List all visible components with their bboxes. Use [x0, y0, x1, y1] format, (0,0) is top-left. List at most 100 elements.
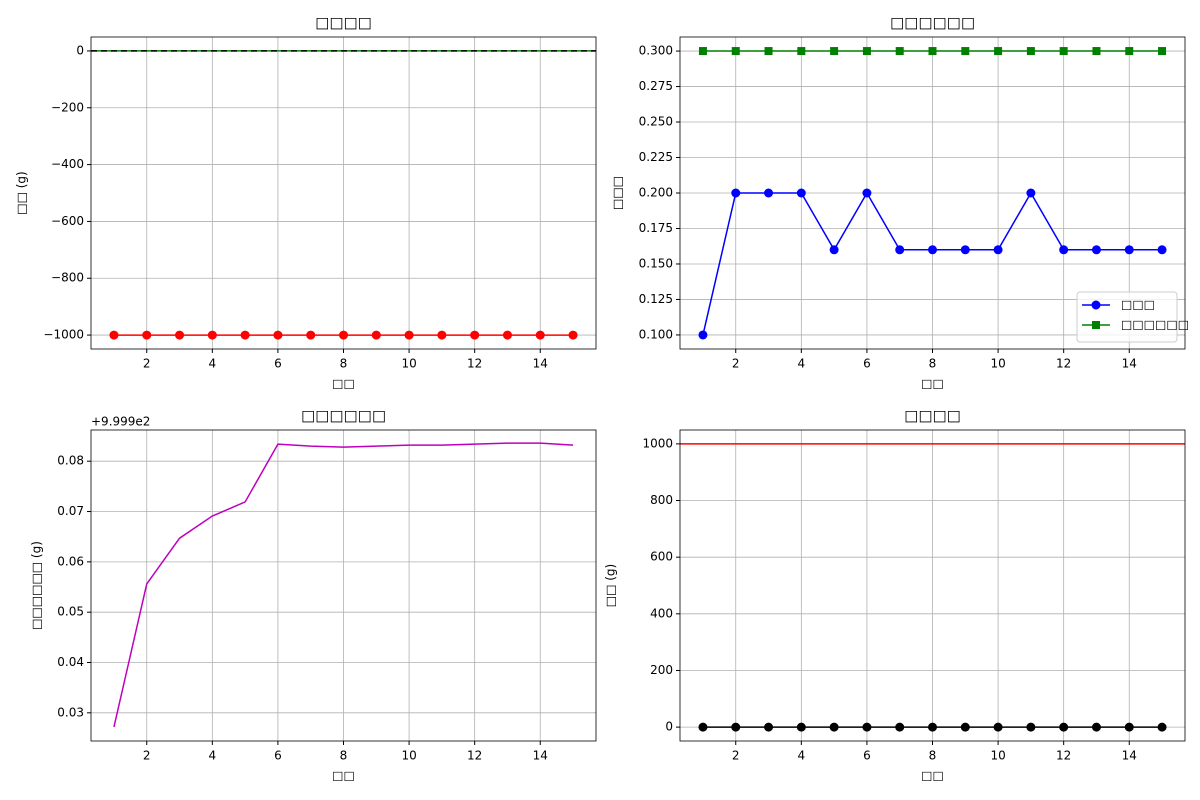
- marker: [829, 722, 839, 732]
- y-tick-label: 0.175: [639, 221, 673, 235]
- y-tick-label: 200: [650, 663, 673, 677]
- marker: [1059, 245, 1069, 255]
- x-axis-label: □□: [332, 769, 355, 783]
- x-tick-label: 2: [143, 357, 151, 371]
- x-tick-label: 8: [929, 357, 937, 371]
- marker: [1158, 47, 1167, 56]
- x-axis-label: □□: [921, 377, 944, 391]
- x-tick-label: 14: [1122, 357, 1137, 371]
- marker: [207, 330, 217, 340]
- x-tick-label: 10: [401, 357, 416, 371]
- marker: [1124, 245, 1134, 255]
- marker: [830, 47, 839, 56]
- y-tick-label: 0.275: [639, 79, 673, 93]
- offset-text: +9.999e2: [91, 415, 150, 429]
- marker: [928, 47, 937, 56]
- x-axis-label: □□: [921, 769, 944, 783]
- marker: [764, 722, 774, 732]
- x-tick-label: 4: [798, 749, 806, 763]
- marker: [1026, 722, 1036, 732]
- marker: [470, 330, 480, 340]
- chart-title: □□□□□□: [890, 14, 975, 32]
- chart-title: □□□□: [315, 14, 372, 32]
- x-tick-label: 10: [990, 357, 1005, 371]
- marker: [698, 330, 708, 340]
- y-tick-label: 0: [76, 43, 84, 57]
- marker: [797, 47, 806, 56]
- x-tick-label: 8: [340, 357, 348, 371]
- marker: [502, 330, 512, 340]
- y-tick-label: −800: [51, 271, 84, 285]
- x-tick-label: 12: [467, 357, 482, 371]
- y-tick-label: 0.06: [57, 554, 84, 568]
- marker: [895, 47, 904, 56]
- marker: [731, 722, 741, 732]
- x-tick-label: 6: [274, 357, 282, 371]
- marker: [862, 188, 872, 198]
- marker: [994, 47, 1003, 56]
- marker: [698, 722, 708, 732]
- marker: [568, 330, 578, 340]
- marker: [829, 245, 839, 255]
- marker: [731, 47, 740, 56]
- y-tick-label: 0.225: [639, 150, 673, 164]
- marker: [895, 245, 905, 255]
- marker: [993, 245, 1003, 255]
- marker: [240, 330, 250, 340]
- y-tick-label: −600: [51, 214, 84, 228]
- x-tick-label: 6: [274, 749, 282, 763]
- marker: [928, 722, 937, 732]
- y-tick-label: −1000: [43, 328, 84, 342]
- marker: [1092, 47, 1101, 56]
- x-tick-label: 4: [209, 357, 217, 371]
- marker: [273, 330, 283, 340]
- marker: [1026, 47, 1035, 56]
- x-tick-label: 8: [929, 749, 937, 763]
- y-tick-label: 0.125: [639, 292, 673, 306]
- chart-title: □□□□: [904, 407, 961, 425]
- marker: [1026, 188, 1036, 198]
- x-tick-label: 2: [732, 357, 740, 371]
- x-tick-label: 10: [401, 749, 416, 763]
- marker: [437, 330, 447, 340]
- y-tick-label: 0.300: [639, 44, 673, 58]
- x-tick-label: 6: [863, 749, 871, 763]
- y-axis-label: □□□□□□ (g): [30, 541, 44, 630]
- x-tick-label: 4: [798, 357, 806, 371]
- y-tick-label: 0.200: [639, 186, 673, 200]
- marker: [862, 722, 872, 732]
- y-axis-label: □□□: [611, 176, 625, 210]
- marker: [1059, 722, 1069, 732]
- y-tick-label: 400: [650, 606, 673, 620]
- marker: [993, 722, 1003, 732]
- marker: [960, 245, 970, 255]
- x-tick-label: 8: [340, 749, 348, 763]
- series-line: [113, 442, 574, 728]
- x-axis-label: □□: [332, 377, 355, 391]
- y-tick-label: 0.05: [57, 605, 84, 619]
- marker: [1059, 47, 1068, 56]
- marker: [961, 47, 970, 56]
- legend-marker: [1091, 300, 1101, 310]
- marker: [698, 47, 707, 56]
- chart-title: □□□□□□: [301, 407, 386, 425]
- x-tick-label: 6: [863, 357, 871, 371]
- marker: [404, 330, 414, 340]
- x-tick-label: 2: [143, 749, 151, 763]
- axes-frame: [679, 36, 1186, 350]
- marker: [339, 330, 348, 340]
- marker: [1124, 722, 1134, 732]
- marker: [764, 47, 773, 56]
- y-axis-label: □□ (g): [604, 564, 618, 607]
- y-tick-label: 1000: [642, 436, 673, 450]
- marker: [1157, 245, 1167, 255]
- legend-label: □□□: [1121, 298, 1155, 312]
- axes-frame: [90, 36, 597, 350]
- x-tick-label: 14: [533, 357, 548, 371]
- axes-frame: [90, 429, 597, 742]
- marker: [764, 188, 774, 198]
- marker: [1125, 47, 1134, 56]
- x-tick-label: 2: [732, 749, 740, 763]
- marker: [175, 330, 185, 340]
- marker: [1091, 245, 1101, 255]
